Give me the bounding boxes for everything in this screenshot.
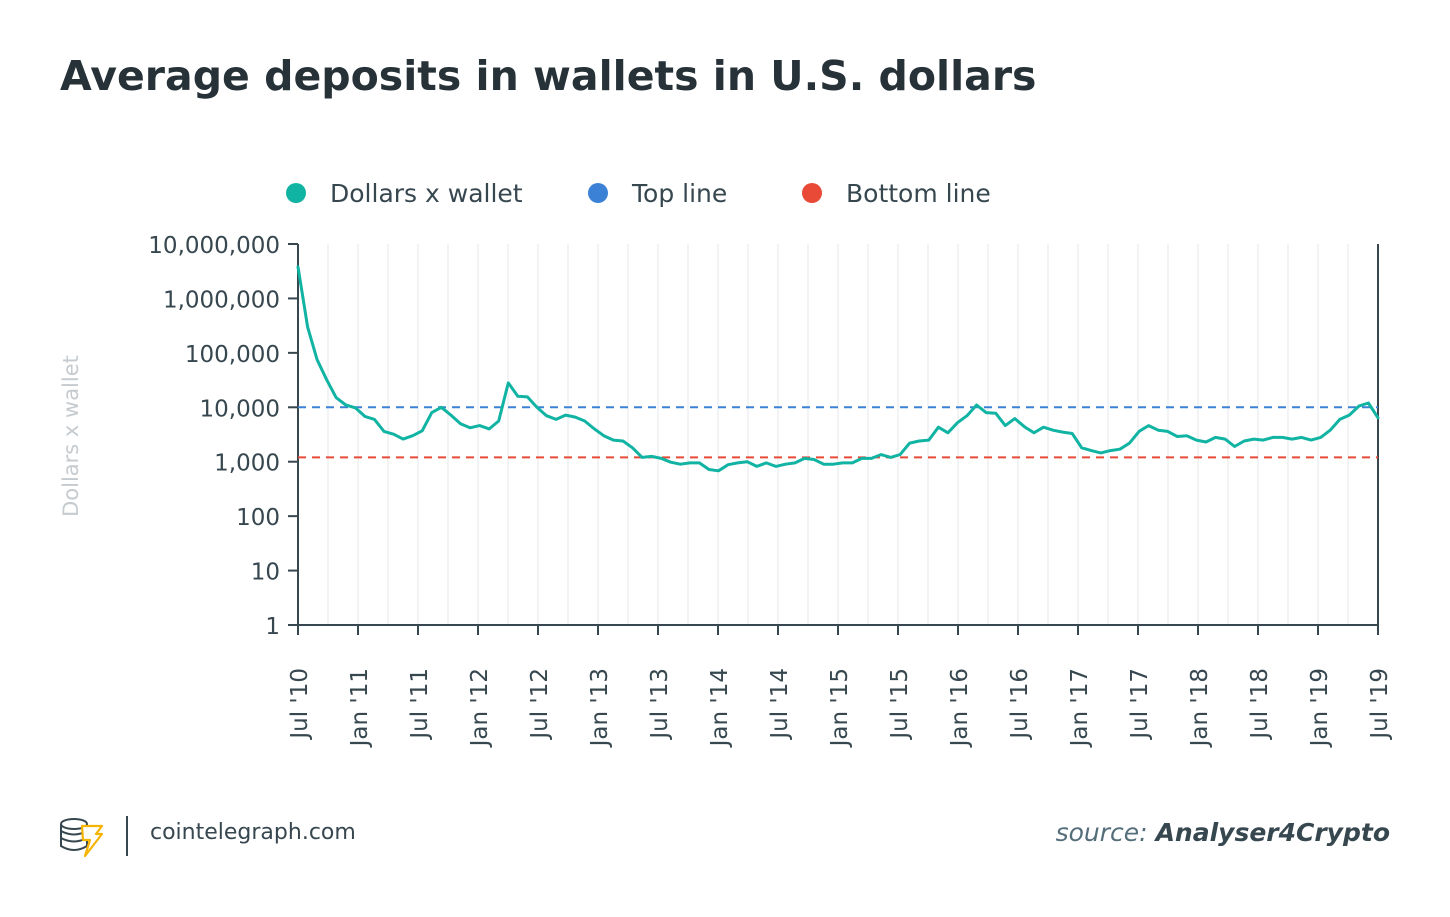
x-tick-label: Jan '13 — [587, 668, 613, 748]
legend-marker-dollars-x-wallet — [286, 183, 306, 203]
y-tick-label: 10 — [251, 560, 280, 586]
y-axis-label: Dollars x wallet — [59, 355, 83, 517]
y-tick-label: 1,000 — [214, 451, 280, 477]
x-tick-label: Jan '15 — [827, 668, 853, 748]
legend-label-bottom-line: Bottom line — [846, 178, 991, 208]
x-tick-label: Jul '10 — [287, 668, 313, 741]
y-tick-label: 100,000 — [185, 342, 280, 368]
legend-item-dollars-x-wallet[interactable]: Dollars x wallet — [286, 176, 523, 210]
x-tick-label: Jan '18 — [1187, 668, 1213, 748]
y-tick-label: 1 — [265, 614, 280, 640]
x-tick-label: Jul '13 — [647, 668, 673, 741]
x-tick-label: Jan '12 — [467, 668, 493, 748]
footer-source-name: Analyser4Crypto — [1155, 818, 1390, 847]
legend-item-bottom-line[interactable]: Bottom line — [802, 176, 991, 210]
legend-label-top-line: Top line — [632, 178, 728, 208]
footer-source-prefix: source: — [1055, 818, 1148, 847]
footer-site[interactable]: cointelegraph.com — [150, 820, 356, 845]
x-tick-label: Jul '16 — [1007, 668, 1033, 741]
x-tick-label: Jul '14 — [767, 668, 793, 741]
legend-label-dollars-x-wallet: Dollars x wallet — [330, 178, 523, 208]
x-tick-label: Jul '19 — [1367, 668, 1393, 741]
footer-source: source: Analyser4Crypto — [1056, 818, 1390, 847]
x-tick-label: Jan '16 — [947, 668, 973, 748]
x-tick-label: Jan '11 — [347, 668, 373, 748]
legend-item-top-line[interactable]: Top line — [588, 176, 727, 210]
legend-marker-bottom-line — [802, 183, 822, 203]
y-tick-label: 10,000 — [200, 396, 280, 422]
y-tick-label: 10,000,000 — [148, 233, 280, 259]
footer-divider — [126, 816, 128, 856]
series-line-dollars-x-wallet[interactable] — [296, 265, 1380, 473]
x-tick-label: Jul '17 — [1127, 668, 1153, 741]
legend-marker-top-line — [588, 183, 608, 203]
y-tick-label: 100 — [236, 505, 280, 531]
cointelegraph-logo-icon — [60, 818, 104, 858]
x-tick-label: Jul '12 — [527, 668, 553, 741]
x-tick-label: Jul '18 — [1247, 668, 1273, 741]
x-tick-label: Jul '15 — [887, 668, 913, 741]
chart-title: Average deposits in wallets in U.S. doll… — [60, 52, 1037, 100]
x-tick-label: Jul '11 — [407, 668, 433, 741]
x-tick-label: Jan '17 — [1067, 668, 1093, 748]
legend: Dollars x wallet Top line Bottom line — [0, 0, 1450, 230]
x-tick-label: Jan '19 — [1307, 668, 1333, 748]
x-tick-label: Jan '14 — [707, 668, 733, 748]
y-tick-label: 1,000,000 — [163, 287, 280, 313]
